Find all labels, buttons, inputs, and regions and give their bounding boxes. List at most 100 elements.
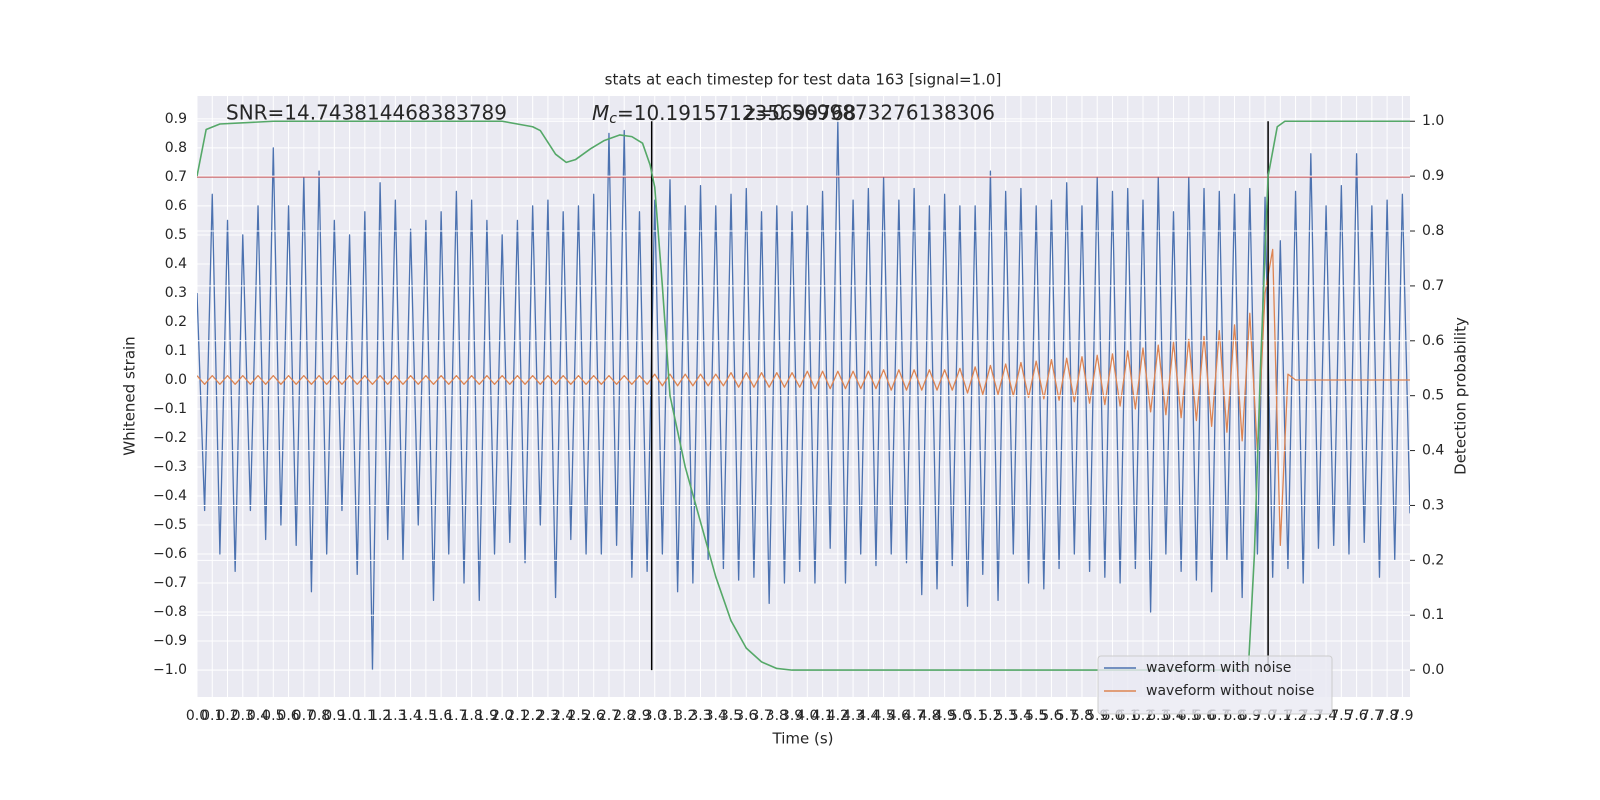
x-tick-label: 4.3 bbox=[842, 708, 864, 724]
x-tick-label: 4.9 bbox=[934, 708, 956, 724]
x-tick-label: 7.7 bbox=[1361, 708, 1383, 724]
y2-tick-label: 0.9 bbox=[1422, 168, 1444, 184]
x-tick-label: 5.4 bbox=[1010, 708, 1032, 724]
series-line bbox=[197, 248, 1410, 546]
y2-tick-label: 0.2 bbox=[1422, 552, 1444, 568]
y-tick-label: −0.6 bbox=[153, 546, 187, 562]
x-tick-label: 1.8 bbox=[461, 708, 483, 724]
x-tick-label: 4.1 bbox=[811, 708, 833, 724]
y-tick-label: −0.8 bbox=[153, 604, 187, 620]
legend-label: waveform without noise bbox=[1146, 683, 1314, 699]
y-tick-label: 0.3 bbox=[165, 285, 187, 301]
y-tick-label: −0.3 bbox=[153, 459, 187, 475]
x-tick-label: 5.1 bbox=[964, 708, 986, 724]
x-tick-label: 2.7 bbox=[598, 708, 620, 724]
x-tick-label: 4.6 bbox=[888, 708, 910, 724]
x-tick-label: 1.2 bbox=[369, 708, 391, 724]
x-tick-label: 5.6 bbox=[1040, 708, 1062, 724]
x-tick-label: 3.9 bbox=[781, 708, 803, 724]
x-tick-label: 1.9 bbox=[476, 708, 498, 724]
y-tick-label: 0.4 bbox=[165, 256, 187, 272]
top-layer bbox=[197, 120, 1410, 671]
x-tick-label: 1.5 bbox=[415, 708, 437, 724]
x-tick-label: 3.6 bbox=[735, 708, 757, 724]
x-tick-label: 2.5 bbox=[567, 708, 589, 724]
x-tick-label: 2.9 bbox=[628, 708, 650, 724]
grid-y2-layer bbox=[197, 120, 1410, 671]
x-tick-label: 7.6 bbox=[1345, 708, 1367, 724]
y-tick-label: 0.2 bbox=[165, 314, 187, 330]
mc-annotation: Mc=10.191571235699768 bbox=[592, 101, 856, 128]
y-tick-label: −0.4 bbox=[153, 488, 187, 504]
mc-symbol: M bbox=[592, 101, 609, 125]
x-tick-label: 3.5 bbox=[720, 708, 742, 724]
x-tick-label: 0.8 bbox=[308, 708, 330, 724]
y2-tick-label: 1.0 bbox=[1422, 113, 1444, 129]
y2-tick-label: 0.8 bbox=[1422, 223, 1444, 239]
legend-label: waveform with noise bbox=[1146, 660, 1291, 676]
y-tick-label: 0.7 bbox=[165, 169, 187, 185]
x-tick-label: 5.8 bbox=[1071, 708, 1093, 724]
y-tick-label: −0.5 bbox=[153, 517, 187, 533]
x-tick-label: 0.6 bbox=[277, 708, 299, 724]
x-tick-label: 4.7 bbox=[903, 708, 925, 724]
x-tick-label: 7.8 bbox=[1376, 708, 1398, 724]
x-tick-label: 4.0 bbox=[796, 708, 818, 724]
y2-tick-label: 0.4 bbox=[1422, 443, 1444, 459]
x-tick-label: 5.0 bbox=[949, 708, 971, 724]
x-tick-label: 1.3 bbox=[384, 708, 406, 724]
x-tick-label: 2.4 bbox=[552, 708, 574, 724]
x-tick-label: 1.7 bbox=[445, 708, 467, 724]
legend-box bbox=[1097, 655, 1333, 715]
series-layer bbox=[197, 121, 1410, 671]
y-axis-label: Whitened strain bbox=[121, 336, 139, 455]
x-tick-label: 5.3 bbox=[995, 708, 1017, 724]
y2-tick-label: 0.6 bbox=[1422, 333, 1444, 349]
y-tick-label: −0.2 bbox=[153, 430, 187, 446]
x-tick-label: 0.4 bbox=[247, 708, 269, 724]
x-tick-label: 1.6 bbox=[430, 708, 452, 724]
x-tick-label: 3.4 bbox=[705, 708, 727, 724]
x-tick-label: 2.3 bbox=[537, 708, 559, 724]
x-tick-label: 4.8 bbox=[918, 708, 940, 724]
x-tick-label: 0.2 bbox=[216, 708, 238, 724]
x-tick-label: 5.5 bbox=[1025, 708, 1047, 724]
mc-value: =10.191571235699768 bbox=[617, 101, 856, 125]
x-tick-label: 1.1 bbox=[354, 708, 376, 724]
x-tick-label: 3.3 bbox=[689, 708, 711, 724]
x-tick-label: 0.3 bbox=[232, 708, 254, 724]
x-tick-label: 4.5 bbox=[872, 708, 894, 724]
y2-tick-label: 0.5 bbox=[1422, 388, 1444, 404]
x-tick-label: 3.0 bbox=[644, 708, 666, 724]
y-tick-label: −0.1 bbox=[153, 401, 187, 417]
x-tick-label: 0.1 bbox=[201, 708, 223, 724]
x-tick-label: 0.9 bbox=[323, 708, 345, 724]
x-tick-label: 2.8 bbox=[613, 708, 635, 724]
x-tick-label: 3.8 bbox=[766, 708, 788, 724]
x-tick-label: 3.1 bbox=[659, 708, 681, 724]
x-tick-label: 4.2 bbox=[827, 708, 849, 724]
y-tick-label: 0.0 bbox=[165, 372, 187, 388]
z-annotation: z=0.5699873276138306 bbox=[745, 101, 995, 125]
x-tick-label: 5.7 bbox=[1056, 708, 1078, 724]
x-tick-label: 2.2 bbox=[522, 708, 544, 724]
y-tick-label: 0.8 bbox=[165, 140, 187, 156]
mc-subscript: c bbox=[609, 111, 617, 127]
y-tick-label: 0.5 bbox=[165, 227, 187, 243]
legend: waveform with noise waveform without nois… bbox=[1097, 655, 1333, 715]
x-tick-label: 7.9 bbox=[1391, 708, 1413, 724]
x-tick-label: 0.7 bbox=[293, 708, 315, 724]
x-tick-label: 1.4 bbox=[399, 708, 421, 724]
y-tick-label: −0.7 bbox=[153, 575, 187, 591]
x-tick-label: 7.5 bbox=[1330, 708, 1352, 724]
y2-tick-label: 0.7 bbox=[1422, 278, 1444, 294]
y-tick-label: −0.9 bbox=[153, 633, 187, 649]
chart-title: stats at each timestep for test data 163… bbox=[605, 71, 1002, 89]
x-tick-label: 2.6 bbox=[583, 708, 605, 724]
y-tick-label: −1.0 bbox=[153, 662, 187, 678]
x-tick-label: 2.1 bbox=[506, 708, 528, 724]
x-tick-label: 3.7 bbox=[750, 708, 772, 724]
x-tick-label: 4.4 bbox=[857, 708, 879, 724]
y-tick-label: 0.9 bbox=[165, 111, 187, 127]
y-tick-label: 0.1 bbox=[165, 343, 187, 359]
